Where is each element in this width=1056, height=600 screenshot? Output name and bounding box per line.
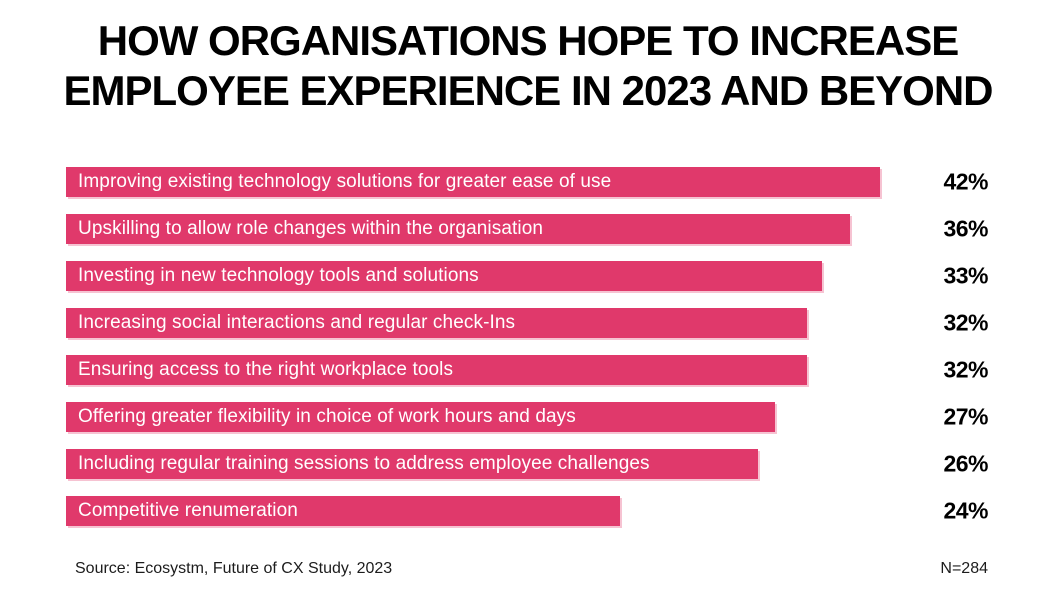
bar-row: Upskilling to allow role changes within … [66, 214, 988, 244]
bar: Ensuring access to the right workplace t… [66, 355, 807, 385]
source-label: Source: Ecosystm, Future of CX Study, 20… [75, 560, 393, 577]
bar-chart: Improving existing technology solutions … [66, 167, 988, 543]
bar-row: Competitive renumeration 24% [66, 496, 988, 526]
chart-footer: Source: Ecosystm, Future of CX Study, 20… [66, 560, 988, 578]
bar-row: Investing in new technology tools and so… [66, 261, 988, 291]
bar-label: Upskilling to allow role changes within … [78, 218, 544, 239]
bar-label: Including regular training sessions to a… [78, 453, 650, 474]
bar-value-label: 33% [943, 262, 988, 289]
bar: Including regular training sessions to a… [66, 449, 758, 479]
bar: Offering greater flexibility in choice o… [66, 402, 775, 432]
bar-label: Offering greater flexibility in choice o… [78, 406, 576, 427]
bar-value-label: 36% [943, 215, 988, 242]
bar-row: Offering greater flexibility in choice o… [66, 402, 988, 432]
chart-title: HOW ORGANISATIONS HOPE TO INCREASE EMPLO… [0, 0, 1056, 116]
bar-value-label: 26% [943, 450, 988, 477]
bar-label: Increasing social interactions and regul… [78, 312, 516, 333]
bar-value-label: 42% [943, 168, 988, 195]
bar-row: Improving existing technology solutions … [66, 167, 988, 197]
sample-size-label: N=284 [940, 560, 988, 577]
chart-title-line2: EMPLOYEE EXPERIENCE IN 2023 AND BEYOND [63, 67, 993, 114]
bar-label: Competitive renumeration [78, 500, 298, 521]
bar-value-label: 32% [943, 309, 988, 336]
bar-label: Investing in new technology tools and so… [78, 265, 479, 286]
bar: Improving existing technology solutions … [66, 167, 880, 197]
bar-value-label: 24% [943, 497, 988, 524]
bar-label: Improving existing technology solutions … [78, 171, 612, 192]
bar: Investing in new technology tools and so… [66, 261, 822, 291]
chart-title-line1: HOW ORGANISATIONS HOPE TO INCREASE [97, 17, 960, 64]
bar-value-label: 32% [943, 356, 988, 383]
bar-row: Including regular training sessions to a… [66, 449, 988, 479]
bar: Competitive renumeration [66, 496, 620, 526]
bar-label: Ensuring access to the right workplace t… [78, 359, 454, 380]
bar-row: Ensuring access to the right workplace t… [66, 355, 988, 385]
bar: Upskilling to allow role changes within … [66, 214, 850, 244]
bar-row: Increasing social interactions and regul… [66, 308, 988, 338]
bar: Increasing social interactions and regul… [66, 308, 807, 338]
bar-value-label: 27% [943, 403, 988, 430]
